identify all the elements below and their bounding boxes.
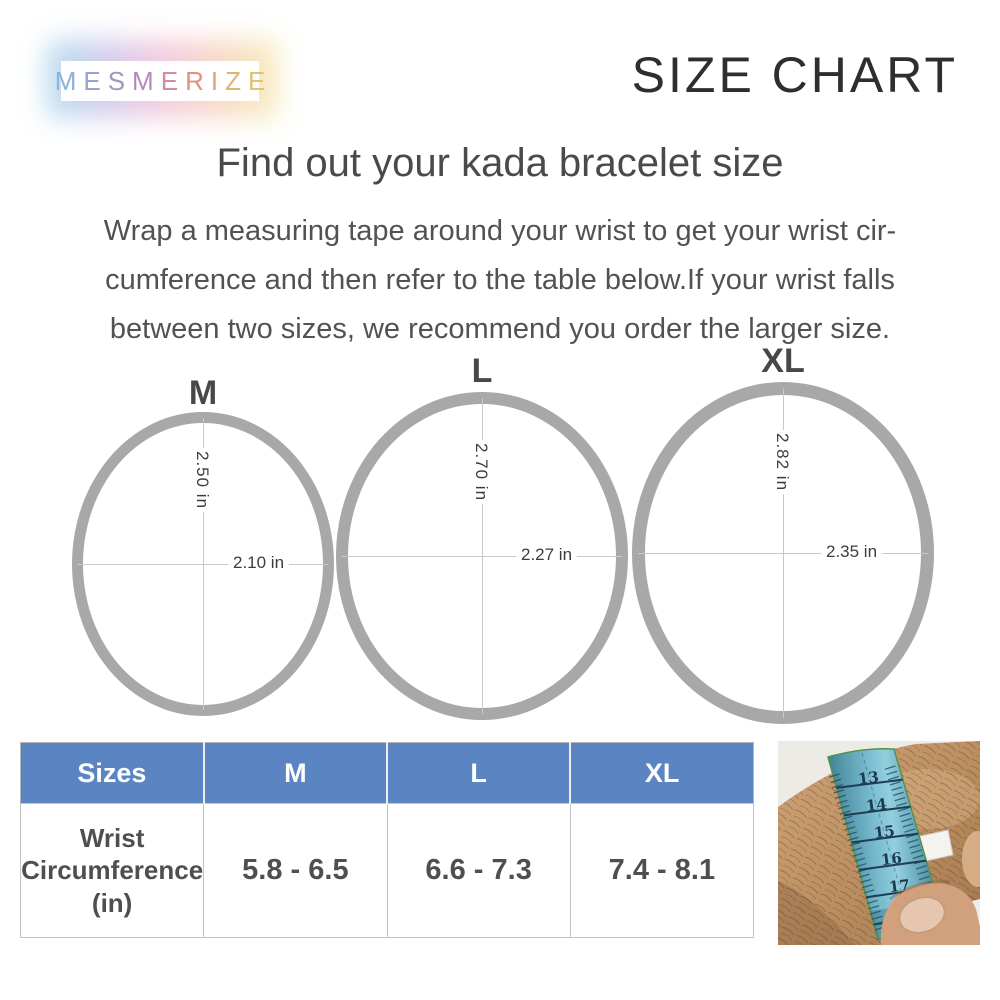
size-table-header-l: L [387,742,572,804]
page-title: SIZE CHART [631,47,958,103]
bracelet-ring-m [72,412,334,716]
wrist-range-l: 6.6 - 7.3 [386,803,571,938]
intro-line: cumference and then refer to the table b… [105,264,895,296]
background-finger [962,831,980,887]
tape-number: 16 [880,849,903,869]
size-table: Sizes M L XL Wrist Circumference (in) 5.… [19,742,755,938]
intro-line: between two sizes, we recommend you orde… [109,313,891,345]
vertical-diameter-label-xl: 2.82 in [772,430,792,495]
tape-number: 15 [873,822,896,842]
wrist-measuring-photo: 13 14 15 16 17 18 [778,741,980,945]
horizontal-axis-line-xl [638,553,928,554]
horizontal-axis-line-m [78,564,328,565]
size-table-header-sizes: Sizes [19,742,205,804]
horizontal-diameter-label-xl: 2.35 in [821,541,883,563]
row-label-line: Wrist [79,822,145,853]
brand-name: MESMERIZE [54,65,273,96]
ring-size-label-m: M [188,374,218,412]
intro-paragraph: Wrap a measuring tape around your wrist … [25,207,975,354]
intro-line: Wrap a measuring tape around your wrist … [103,215,897,247]
row-label-line: (in) [91,887,133,918]
row-label-wrist-circumference: Wrist Circumference (in) [19,803,205,938]
horizontal-diameter-label-m: 2.10 in [228,552,290,574]
horizontal-diameter-label-l: 2.27 in [516,544,578,566]
size-table-header-m: M [203,742,389,804]
section-heading: Find out your kada bracelet size [216,141,784,185]
size-table-body-row: Wrist Circumference (in) 5.8 - 6.5 6.6 -… [19,803,755,938]
brand-logo: MESMERIZE [55,61,265,101]
thumb-nail [898,896,946,934]
vertical-diameter-label-m: 2.50 in [192,448,212,513]
wrist-range-m: 5.8 - 6.5 [203,803,388,938]
tape-number: 13 [857,768,880,788]
wrist-range-xl: 7.4 - 8.1 [569,803,755,938]
size-table-header-row: Sizes M L XL [19,742,755,804]
vertical-diameter-label-l: 2.70 in [471,440,491,505]
tape-number: 14 [865,795,888,815]
size-table-header-xl: XL [570,742,755,804]
ring-size-label-xl: XL [761,342,805,380]
thumb-crease [889,880,951,901]
ring-size-label-l: L [471,352,493,390]
horizontal-axis-line-l [342,556,622,557]
row-label-line: Circumference [21,855,204,886]
